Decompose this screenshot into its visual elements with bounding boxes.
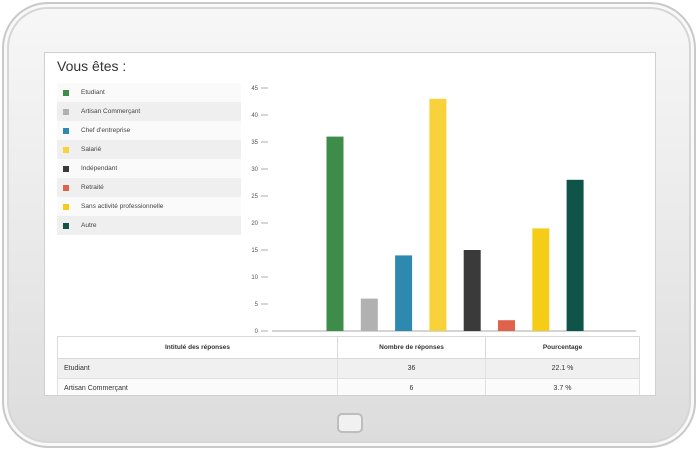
y-tick-label: 40 xyxy=(251,113,258,119)
header-percent: Pourcentage xyxy=(485,336,640,359)
bar[interactable] xyxy=(532,228,550,331)
legend-item: Etudiant xyxy=(57,83,241,102)
legend-label: Sans activité professionnelle xyxy=(81,203,164,210)
legend-label: Etudiant xyxy=(81,89,105,96)
bar[interactable] xyxy=(326,136,344,331)
legend-swatch xyxy=(63,108,69,115)
table-row: Artisan Commerçant 6 3.7 % xyxy=(57,378,640,395)
y-tick-label: 35 xyxy=(251,140,258,146)
legend-item: Salarié xyxy=(57,140,241,159)
legend-item: Retraité xyxy=(57,178,241,197)
row-count-cell: 36 xyxy=(337,358,486,379)
y-tick-label: 20 xyxy=(251,221,258,227)
tablet-screen: Vous êtes : Etudiant Artisan Commerçant Ch… xyxy=(44,52,656,396)
table-row: Etudiant 36 22.1 % xyxy=(57,358,640,379)
y-tick-label: 30 xyxy=(251,167,258,173)
legend-item: Sans activité professionnelle xyxy=(57,197,241,216)
bar[interactable] xyxy=(566,179,584,331)
bar[interactable] xyxy=(395,255,413,331)
bar[interactable] xyxy=(463,250,481,331)
legend-swatch xyxy=(63,89,69,96)
chart-legend: Etudiant Artisan Commerçant Chef d'entrepr… xyxy=(57,83,241,235)
legend-swatch xyxy=(63,203,69,210)
legend-swatch xyxy=(63,127,69,134)
legend-item: Indépendant xyxy=(57,159,241,178)
page-title: Vous êtes : xyxy=(57,58,127,74)
y-tick-label: 5 xyxy=(255,302,259,308)
row-label-cell: Artisan Commerçant xyxy=(57,378,338,395)
table-header-row: Intitulé des réponses Nombre de réponses… xyxy=(57,336,640,359)
legend-label: Autre xyxy=(81,222,97,229)
y-tick-label: 10 xyxy=(251,275,258,281)
legend-label: Retraité xyxy=(81,184,104,191)
home-button[interactable] xyxy=(337,413,363,433)
bar-chart: 0 5 10 15 20 25 30 35 40 45 xyxy=(251,86,636,334)
responses-table: Intitulé des réponses Nombre de réponses… xyxy=(57,336,640,395)
row-count-cell: 6 xyxy=(337,378,486,395)
legend-label: Artisan Commerçant xyxy=(81,108,141,115)
row-label-cell: Etudiant xyxy=(57,358,338,379)
legend-swatch xyxy=(63,165,69,172)
y-tick-label: 25 xyxy=(251,194,258,200)
legend-item: Chef d'entreprise xyxy=(57,121,241,140)
legend-label: Indépendant xyxy=(81,165,118,172)
header-label: Intitulé des réponses xyxy=(57,336,338,359)
legend-swatch xyxy=(63,184,69,191)
y-tick-label: 0 xyxy=(255,329,259,334)
bar[interactable] xyxy=(360,298,378,331)
legend-item: Artisan Commerçant xyxy=(57,102,241,121)
legend-label: Chef d'entreprise xyxy=(81,127,131,134)
bar[interactable] xyxy=(429,98,447,331)
row-percent-cell: 22.1 % xyxy=(485,358,640,379)
bar[interactable] xyxy=(498,320,515,331)
y-tick-label: 45 xyxy=(251,86,258,92)
legend-item: Autre xyxy=(57,216,241,235)
header-count: Nombre de réponses xyxy=(337,336,486,359)
legend-swatch xyxy=(63,222,69,229)
y-tick-label: 15 xyxy=(251,248,258,254)
legend-swatch xyxy=(63,146,69,153)
row-percent-cell: 3.7 % xyxy=(485,378,640,395)
legend-label: Salarié xyxy=(81,146,102,153)
